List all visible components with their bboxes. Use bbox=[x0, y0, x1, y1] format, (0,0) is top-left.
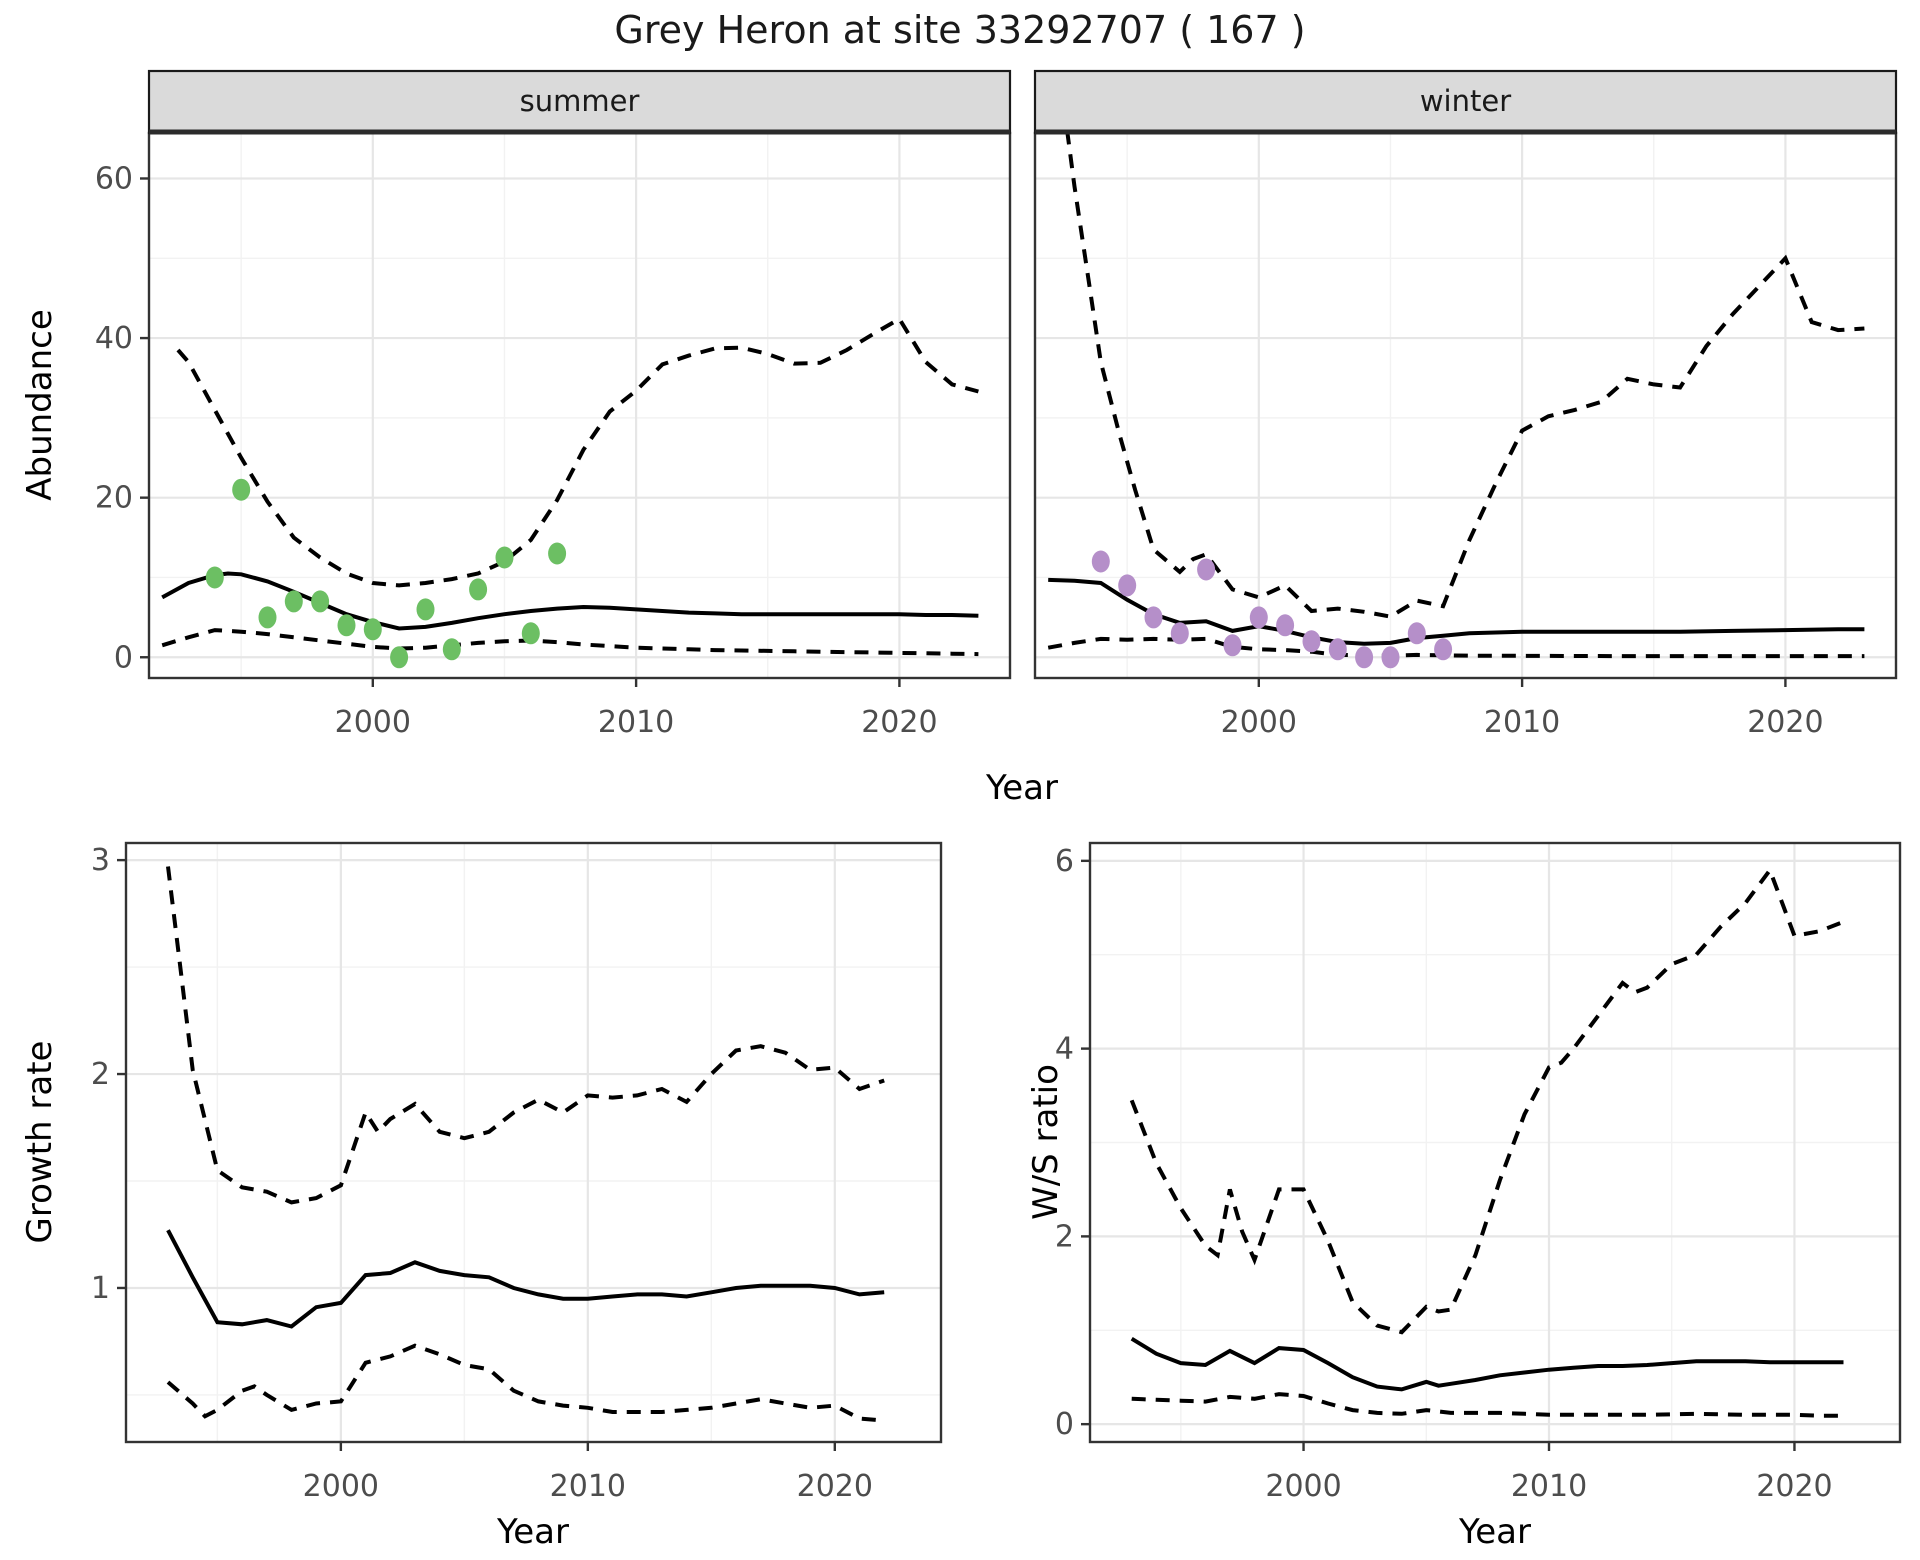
chart-title: Grey Heron at site 33292707 ( 167 ) bbox=[614, 8, 1306, 52]
data-point bbox=[1302, 630, 1321, 653]
data-point bbox=[521, 622, 540, 645]
y-axis-label-growth-rate: Growth rate bbox=[20, 1040, 60, 1244]
data-point bbox=[1223, 634, 1242, 657]
panel-border bbox=[1088, 841, 1902, 1444]
y-tick-label: 2 bbox=[1055, 1219, 1074, 1254]
x-axis-label-year-bottom-right: Year bbox=[1459, 1512, 1531, 1552]
y-tick-label: 6 bbox=[1055, 844, 1074, 879]
y-tick-label: 1 bbox=[91, 1271, 110, 1306]
fitted-line bbox=[161, 571, 979, 631]
panel-border bbox=[124, 841, 943, 1444]
data-point bbox=[1249, 606, 1268, 629]
data-point bbox=[390, 646, 409, 669]
x-tick-label: 2020 bbox=[1747, 705, 1823, 740]
data-point bbox=[1170, 622, 1189, 645]
facet-strip-summer: summer bbox=[519, 84, 640, 118]
data-point bbox=[1144, 606, 1163, 629]
x-tick-label: 2000 bbox=[1265, 1469, 1341, 1504]
series-group bbox=[1047, 133, 1865, 669]
series-group bbox=[1129, 866, 1845, 1418]
y-tick-label: 4 bbox=[1055, 1032, 1074, 1067]
x-tick-label: 2010 bbox=[550, 1469, 626, 1504]
x-tick-label: 2010 bbox=[1484, 705, 1560, 740]
panel-background bbox=[1035, 133, 1896, 678]
panel-background bbox=[126, 843, 941, 1442]
data-point bbox=[1355, 646, 1374, 669]
panel-abundance-winter: 2000 2010 2020 bbox=[1033, 69, 1898, 740]
upper-ci-line bbox=[166, 866, 885, 1205]
y-tick-label: 3 bbox=[91, 843, 110, 878]
facet-strip bbox=[1033, 69, 1898, 135]
x-tick-label: 2000 bbox=[335, 705, 411, 740]
y-tick-label: 2 bbox=[91, 1057, 110, 1092]
data-point bbox=[495, 546, 514, 569]
panel-abundance-summer: 2000 2010 2020 0 20 40 60 bbox=[95, 69, 1012, 740]
data-point bbox=[205, 566, 224, 589]
facet-strip-winter: winter bbox=[1419, 84, 1512, 118]
x-tick-label: 2020 bbox=[797, 1469, 873, 1504]
data-point bbox=[1434, 638, 1453, 661]
data-point bbox=[1276, 614, 1295, 637]
data-point bbox=[1328, 638, 1347, 661]
lower-ci-line bbox=[1131, 1392, 1844, 1418]
data-point bbox=[363, 618, 382, 641]
panel-background bbox=[149, 133, 1010, 678]
data-point bbox=[469, 578, 488, 601]
x-tick-label: 2020 bbox=[1756, 1469, 1832, 1504]
y-axis-label-abundance: Abundance bbox=[20, 309, 60, 501]
x-tick-label: 2000 bbox=[303, 1469, 379, 1504]
series-group bbox=[161, 316, 979, 669]
x-tick-label: 2000 bbox=[1221, 705, 1297, 740]
data-point bbox=[311, 590, 330, 613]
data-point bbox=[416, 598, 435, 621]
data-point bbox=[284, 590, 303, 613]
data-point bbox=[1407, 622, 1426, 645]
y-tick-label: 0 bbox=[1055, 1407, 1074, 1442]
fitted-line bbox=[1130, 1336, 1844, 1392]
panel-ws-ratio: 2000 2010 2020 0 2 4 6 bbox=[1055, 841, 1902, 1504]
upper-ci-line bbox=[176, 316, 979, 588]
x-tick-label: 2020 bbox=[861, 705, 937, 740]
y-tick-label: 60 bbox=[95, 161, 133, 196]
data-point bbox=[232, 478, 251, 501]
y-tick-label: 20 bbox=[95, 481, 133, 516]
data-point bbox=[1118, 574, 1137, 597]
panel-growth-rate: 2000 2010 2020 1 2 3 bbox=[91, 841, 943, 1504]
lower-ci-line bbox=[166, 1343, 885, 1423]
fitted-line bbox=[166, 1229, 885, 1329]
data-point bbox=[442, 638, 461, 661]
data-point bbox=[1091, 550, 1110, 573]
lower-ci-line bbox=[161, 628, 979, 657]
data-point bbox=[1197, 558, 1216, 581]
y-axis-label-ws-ratio: W/S ratio bbox=[1026, 1064, 1066, 1220]
y-tick-label: 0 bbox=[114, 640, 133, 675]
x-tick-label: 2010 bbox=[1511, 1469, 1587, 1504]
series-group bbox=[166, 866, 885, 1423]
x-axis-label-year-top: Year bbox=[986, 768, 1058, 808]
data-point bbox=[1381, 646, 1400, 669]
data-point bbox=[258, 606, 277, 629]
x-tick-label: 2010 bbox=[598, 705, 674, 740]
data-point bbox=[337, 614, 356, 637]
upper-ci-line bbox=[1129, 866, 1845, 1335]
data-point bbox=[548, 542, 567, 565]
x-axis-label-year-bottom-left: Year bbox=[497, 1512, 569, 1552]
y-tick-label: 40 bbox=[95, 321, 133, 356]
